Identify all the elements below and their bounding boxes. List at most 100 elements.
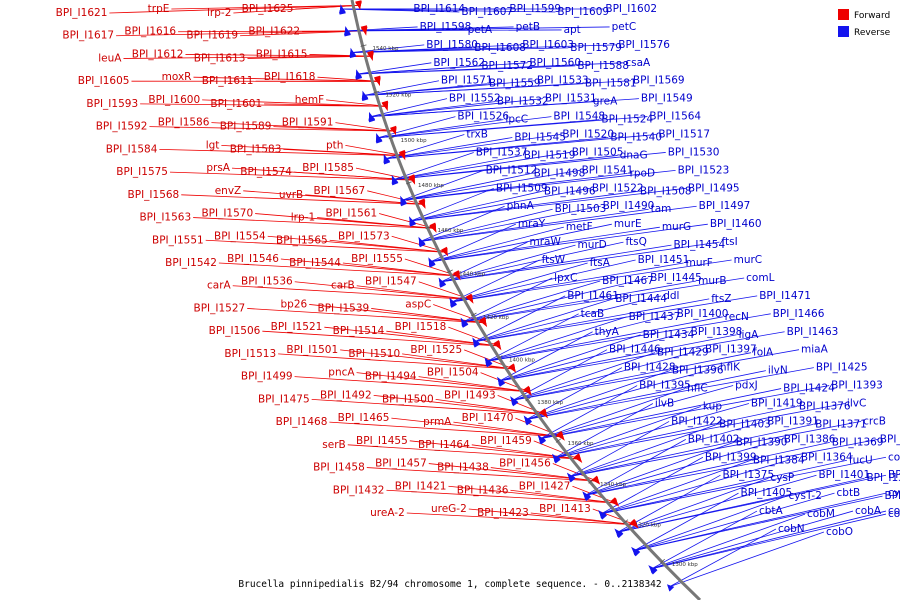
gene-label-leua: leuA xyxy=(98,52,122,64)
gene-label-bpi-i1617: BPI_I1617 xyxy=(62,30,114,42)
gene-label-bpi-i1390: BPI_I1390 xyxy=(736,436,788,448)
gene-label-bpi-i1427: BPI_I1427 xyxy=(519,480,571,492)
reverse-gene-feature xyxy=(428,257,436,268)
connector-line xyxy=(669,528,777,588)
gene-label-bpi-i1475: BPI_I1475 xyxy=(258,393,310,405)
connector-line xyxy=(499,334,737,382)
gene-label-bpi-i1364: BPI_I1364 xyxy=(801,451,853,463)
gene-label-bpi-i1614: BPI_I1614 xyxy=(413,3,465,15)
gene-label-bpi-i1613: BPI_I1613 xyxy=(194,52,246,64)
scale-tick-label: 1420 kbp xyxy=(483,315,509,321)
connector-line xyxy=(569,421,766,477)
gene-label-carb: carB xyxy=(331,280,355,292)
gene-label-bpi-i1497: BPI_I1497 xyxy=(699,200,751,212)
gene-label-bpi-i1563: BPI_I1563 xyxy=(139,212,191,224)
scale-tick xyxy=(373,90,380,94)
gene-label-cbtb: cbtB xyxy=(837,487,861,499)
connector-line xyxy=(601,459,847,515)
scale-tick xyxy=(623,519,629,524)
reverse-gene-feature xyxy=(391,174,399,186)
reverse-gene-feature xyxy=(449,297,457,308)
connector-line xyxy=(540,388,686,439)
gene-label-bpi-i1586: BPI_I1586 xyxy=(158,117,210,129)
gene-label-bpi-i1609: BPI_I1609 xyxy=(557,6,609,18)
connector-line xyxy=(440,244,576,283)
gene-label-ureg-2: ureG-2 xyxy=(431,503,467,515)
connector-line xyxy=(411,190,638,222)
gene-label-bpi-i1559: BPI_I1559 xyxy=(489,78,541,90)
reverse-gene-feature xyxy=(383,154,391,165)
gene-label-bpi-i1503: BPI_I1503 xyxy=(555,203,607,215)
legend-forward-swatch xyxy=(838,9,849,20)
scale-tick xyxy=(388,136,395,140)
gene-label-bpi-i1437: BPI_I1437 xyxy=(629,311,681,323)
gene-label-bpi-i1399: BPI_I1399 xyxy=(705,451,757,463)
gene-label-trxb: trxB xyxy=(466,129,488,141)
connector-line xyxy=(294,376,529,393)
connector-line xyxy=(218,262,459,277)
reverse-gene-feature xyxy=(472,337,481,348)
gene-label-murc: murC xyxy=(734,254,763,266)
gene-label-fucu: fucU xyxy=(849,454,873,466)
connector-line xyxy=(420,208,553,242)
gene-label-mraw: mraW xyxy=(529,236,561,248)
gene-label-bpi-i1551: BPI_I1551 xyxy=(152,234,204,246)
gene-label-bpi-i1599: BPI_I1599 xyxy=(509,3,561,15)
gene-label-bpi-i1464: BPI_I1464 xyxy=(418,439,470,451)
connector-line xyxy=(499,334,641,382)
gene-label-bpi-i1570: BPI_I1570 xyxy=(201,208,253,220)
connector-line xyxy=(386,489,616,504)
gene-label-bpi-i1605: BPI_I1605 xyxy=(78,75,130,87)
connector-line xyxy=(341,8,556,13)
connector-line xyxy=(585,438,782,496)
connector-line xyxy=(411,187,686,222)
connector-line xyxy=(149,126,395,132)
gene-label-prma: prmA xyxy=(423,416,452,428)
connector-line xyxy=(555,406,797,458)
forward-gene-feature xyxy=(610,497,619,506)
gene-label-bpi-i1461: BPI_I1461 xyxy=(567,290,619,302)
reverse-gene-feature xyxy=(497,376,506,387)
scale-tick-label: 1440 kbp xyxy=(459,272,485,278)
connector-line xyxy=(311,398,546,415)
gene-label-bpi-i1619: BPI_I1619 xyxy=(186,30,238,42)
legend-forward-label: Forward xyxy=(854,11,890,21)
gene-label-bpi-i1526: BPI_I1526 xyxy=(457,111,509,123)
gene-label-aspc: aspC xyxy=(405,298,431,310)
connector-line xyxy=(109,4,360,14)
gene-label-bpi-i1591: BPI_I1591 xyxy=(282,117,334,129)
connector-line xyxy=(451,262,588,303)
gene-label-cyst-2: cysT-2 xyxy=(789,490,822,502)
reverse-gene-feature xyxy=(460,317,469,328)
gene-label-bpi-i1402: BPI_I1402 xyxy=(688,433,740,445)
gene-label-bpi-i1600: BPI_I1600 xyxy=(148,94,200,106)
connector-line xyxy=(377,119,504,139)
gene-label-bpi-i1523: BPI_I1523 xyxy=(678,164,730,176)
forward-gene-feature xyxy=(630,520,638,528)
reverse-gene-feature xyxy=(339,4,346,15)
connector-line xyxy=(280,258,459,277)
gene-label-bpi-i1455: BPI_I1455 xyxy=(356,435,408,447)
connector-line xyxy=(393,152,474,180)
reverse-gene-feature xyxy=(418,236,426,248)
connector-line xyxy=(451,262,684,303)
connector-line xyxy=(420,205,505,242)
connector-line xyxy=(617,477,769,533)
gene-label-pnca: pncA xyxy=(328,367,355,379)
gene-label-bpi-i1494: BPI_I1494 xyxy=(365,371,417,383)
connector-line xyxy=(634,492,887,551)
gene-label-peta: petA xyxy=(468,24,493,36)
connector-line xyxy=(377,116,552,139)
connector-line xyxy=(617,474,817,533)
gene-label-moxr: moxR xyxy=(162,71,192,83)
reverse-gene-feature xyxy=(566,472,576,483)
gene-label-cobw: cobW xyxy=(888,505,900,517)
forward-gene-feature xyxy=(408,175,415,184)
gene-label-bpi-i1579: BPI_I1579 xyxy=(570,42,622,54)
forward-gene-feature xyxy=(441,246,448,257)
scale-tick xyxy=(497,355,503,360)
connector-line xyxy=(370,98,543,118)
connector-line xyxy=(377,116,648,139)
connector-line xyxy=(651,513,806,570)
